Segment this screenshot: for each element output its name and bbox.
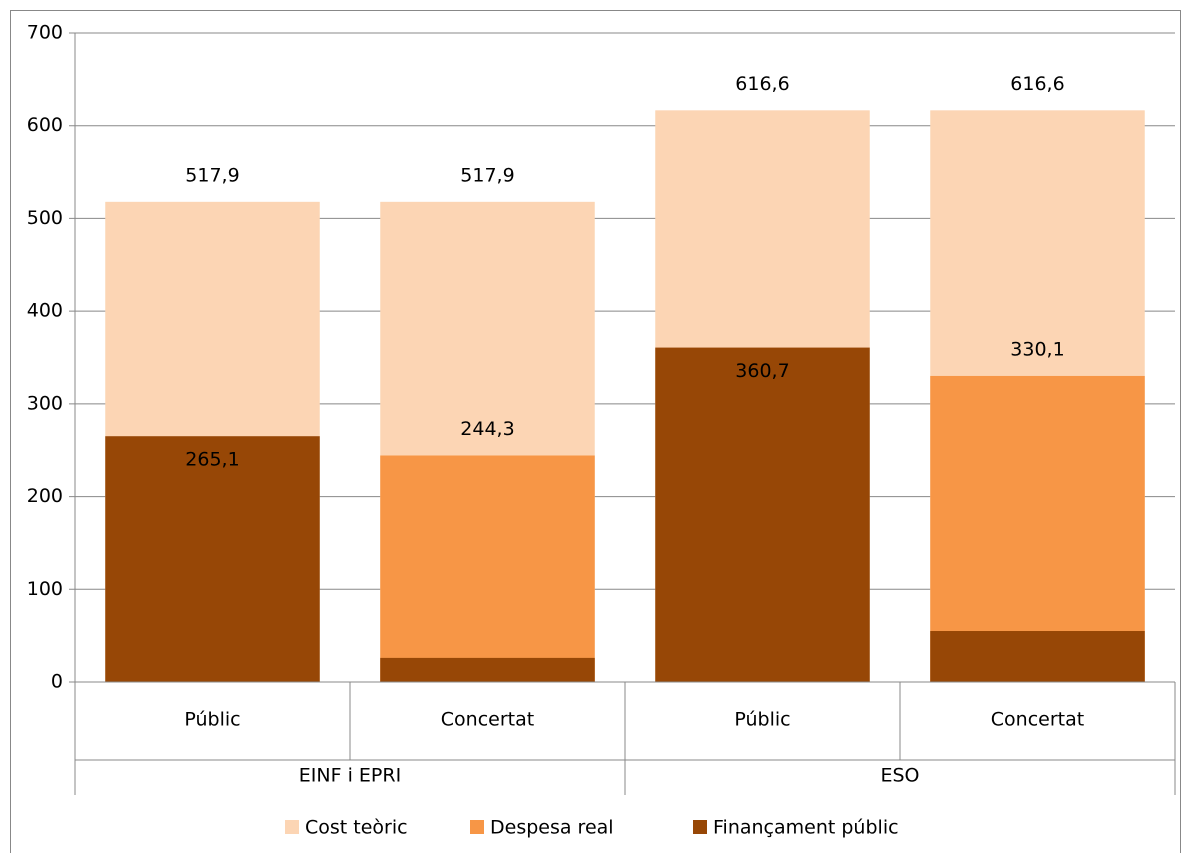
- bar: [105, 436, 320, 682]
- x-tick-label: Concertat: [441, 709, 534, 731]
- legend-label: Cost teòric: [305, 817, 408, 839]
- data-label: 330,1: [1010, 338, 1064, 360]
- legend-label: Finançament públic: [713, 817, 899, 839]
- legend-swatch: [285, 820, 299, 834]
- bar: [380, 657, 595, 682]
- x-tick-label: Públic: [184, 709, 240, 731]
- data-label: 616,6: [1010, 73, 1064, 95]
- y-tick-label: 600: [27, 114, 63, 136]
- bar: [380, 455, 595, 682]
- y-tick-label: 100: [27, 578, 63, 600]
- data-label: 265,1: [185, 449, 239, 471]
- x-tick-label: Públic: [734, 709, 790, 731]
- group-label: EINF i EPRI: [299, 765, 401, 787]
- y-tick-label: 500: [27, 207, 63, 229]
- data-label: 517,9: [460, 164, 514, 186]
- bar: [930, 631, 1145, 682]
- data-label: 360,7: [735, 360, 789, 382]
- group-label: ESO: [880, 765, 919, 787]
- y-tick-label: 300: [27, 392, 63, 414]
- data-label: 244,3: [460, 418, 514, 440]
- y-tick-label: 400: [27, 300, 63, 322]
- x-tick-label: Concertat: [991, 709, 1084, 731]
- y-tick-label: 700: [27, 22, 63, 44]
- bar: [655, 347, 870, 682]
- legend-swatch: [470, 820, 484, 834]
- y-tick-label: 200: [27, 485, 63, 507]
- data-label: 616,6: [735, 73, 789, 95]
- bar: [930, 375, 1145, 682]
- data-label: 517,9: [185, 164, 239, 186]
- legend-swatch: [693, 820, 707, 834]
- legend-label: Despesa real: [490, 817, 614, 839]
- y-tick-label: 0: [51, 671, 63, 693]
